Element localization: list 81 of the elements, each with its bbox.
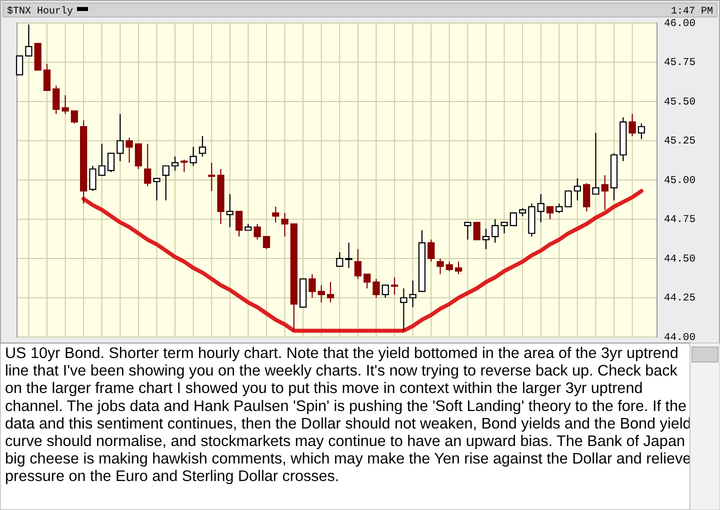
candlestick: [628, 114, 636, 137]
candlestick: [62, 94, 69, 115]
candlestick: [336, 252, 344, 267]
candlestick: [436, 258, 444, 275]
y-tick-label: 45.75: [664, 57, 696, 70]
candlestick: [217, 168, 224, 225]
candlestick: [198, 135, 206, 157]
candlestick: [70, 110, 78, 124]
candlestick: [25, 24, 32, 57]
candlestick: [546, 206, 554, 220]
candlestick: [190, 146, 197, 166]
candlestick: [144, 143, 152, 187]
candlestick: [272, 206, 280, 223]
y-tick-label: 45.50: [664, 96, 696, 108]
candlestick: [116, 114, 124, 162]
candlestick: [464, 222, 472, 240]
text: 1:47 PM: [670, 6, 713, 18]
candlestick: [390, 276, 398, 296]
candlestick: [446, 261, 453, 272]
candlestick: [326, 282, 334, 304]
y-tick-label: 46.00: [664, 18, 696, 30]
chart-title: $TNX Hourly: [7, 6, 74, 18]
candlestick: [473, 222, 480, 240]
candlestick: [180, 159, 188, 173]
candlestick: [153, 178, 160, 201]
candlestick: [244, 223, 252, 231]
candlestick: [601, 174, 608, 210]
candlestick: [16, 55, 24, 76]
candlestick: [364, 274, 371, 289]
candlestick: [208, 162, 216, 192]
candlestick: [610, 152, 618, 201]
candlestick: [564, 190, 572, 208]
candlestick: [80, 120, 88, 204]
candlestick: [254, 223, 261, 240]
candlestick: [409, 280, 416, 308]
candlestick: [354, 248, 362, 280]
y-tick-label: 44.25: [664, 292, 696, 305]
candlestick: [126, 137, 133, 164]
y-tick-label: 44.00: [664, 332, 696, 344]
candlestick: [43, 63, 51, 92]
candlestick: [583, 182, 590, 212]
candlestick: [262, 236, 270, 250]
candlestick: [89, 165, 96, 192]
candlestick: [418, 230, 426, 292]
line-series: [82, 188, 644, 333]
candlestick: [428, 239, 435, 262]
y-tick-label: 45.25: [664, 136, 696, 148]
candlestick: [98, 143, 106, 176]
candlestick: [592, 132, 600, 195]
candlestick: [308, 274, 316, 298]
candlestick: [537, 194, 544, 223]
candlestick: [528, 203, 536, 238]
y-tick-label: 44.50: [664, 253, 696, 266]
candlestick: [134, 143, 142, 170]
candlestick: [318, 284, 325, 304]
y-tick-label: 45.00: [664, 174, 696, 187]
candlestick: [500, 222, 508, 234]
candlestick: [482, 228, 490, 250]
candlestick: [281, 212, 288, 238]
candlestick: [52, 85, 60, 115]
candlestick: [372, 278, 380, 298]
candlestick: [382, 284, 389, 298]
candlestick: [518, 208, 526, 217]
y-tick-label: 44.75: [664, 214, 696, 226]
candlestick: [34, 42, 42, 71]
candlestick: [171, 156, 179, 172]
candlestick: [400, 288, 408, 332]
candlestick: [226, 194, 234, 228]
candlestick: [454, 261, 462, 275]
candlestick: [510, 212, 517, 226]
candlestick: [162, 165, 170, 201]
candlestick: [492, 218, 499, 244]
candlestick: [638, 122, 646, 140]
candlestick: [107, 152, 115, 173]
candlestick: [556, 203, 563, 214]
candlestick: [300, 278, 307, 308]
candlestick: [620, 116, 627, 162]
candlestick: [574, 178, 581, 201]
candlestick: [235, 210, 243, 238]
candlestick: [345, 242, 352, 268]
candlestick: [290, 223, 298, 332]
